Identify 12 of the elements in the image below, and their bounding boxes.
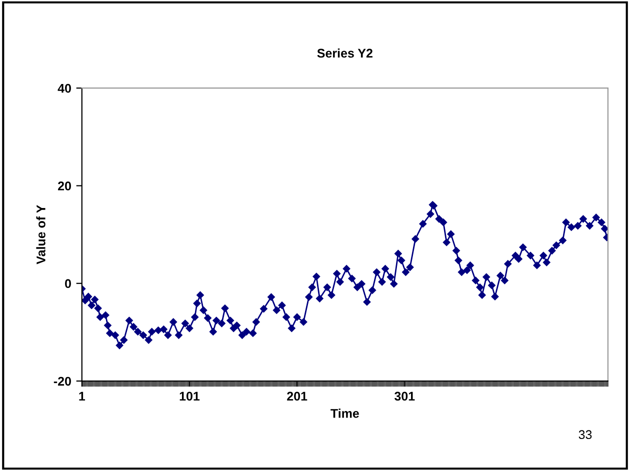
chart-title: Series Y2 (317, 48, 372, 58)
text: 33 (578, 430, 592, 440)
y-tick-label: -20 (54, 376, 71, 386)
y-tick-label: 20 (58, 182, 71, 190)
x-tick-label: 101 (180, 392, 200, 401)
x-tick-label: 201 (287, 392, 308, 401)
y-tick-label: 0 (65, 279, 71, 288)
y-axis-title: Value of Y (36, 204, 46, 264)
x-tick-label: 1 (79, 392, 86, 401)
x-axis-title: Time (330, 408, 359, 418)
x-tick-label: 301 (394, 392, 415, 401)
y-tick-label: 40 (58, 84, 71, 93)
